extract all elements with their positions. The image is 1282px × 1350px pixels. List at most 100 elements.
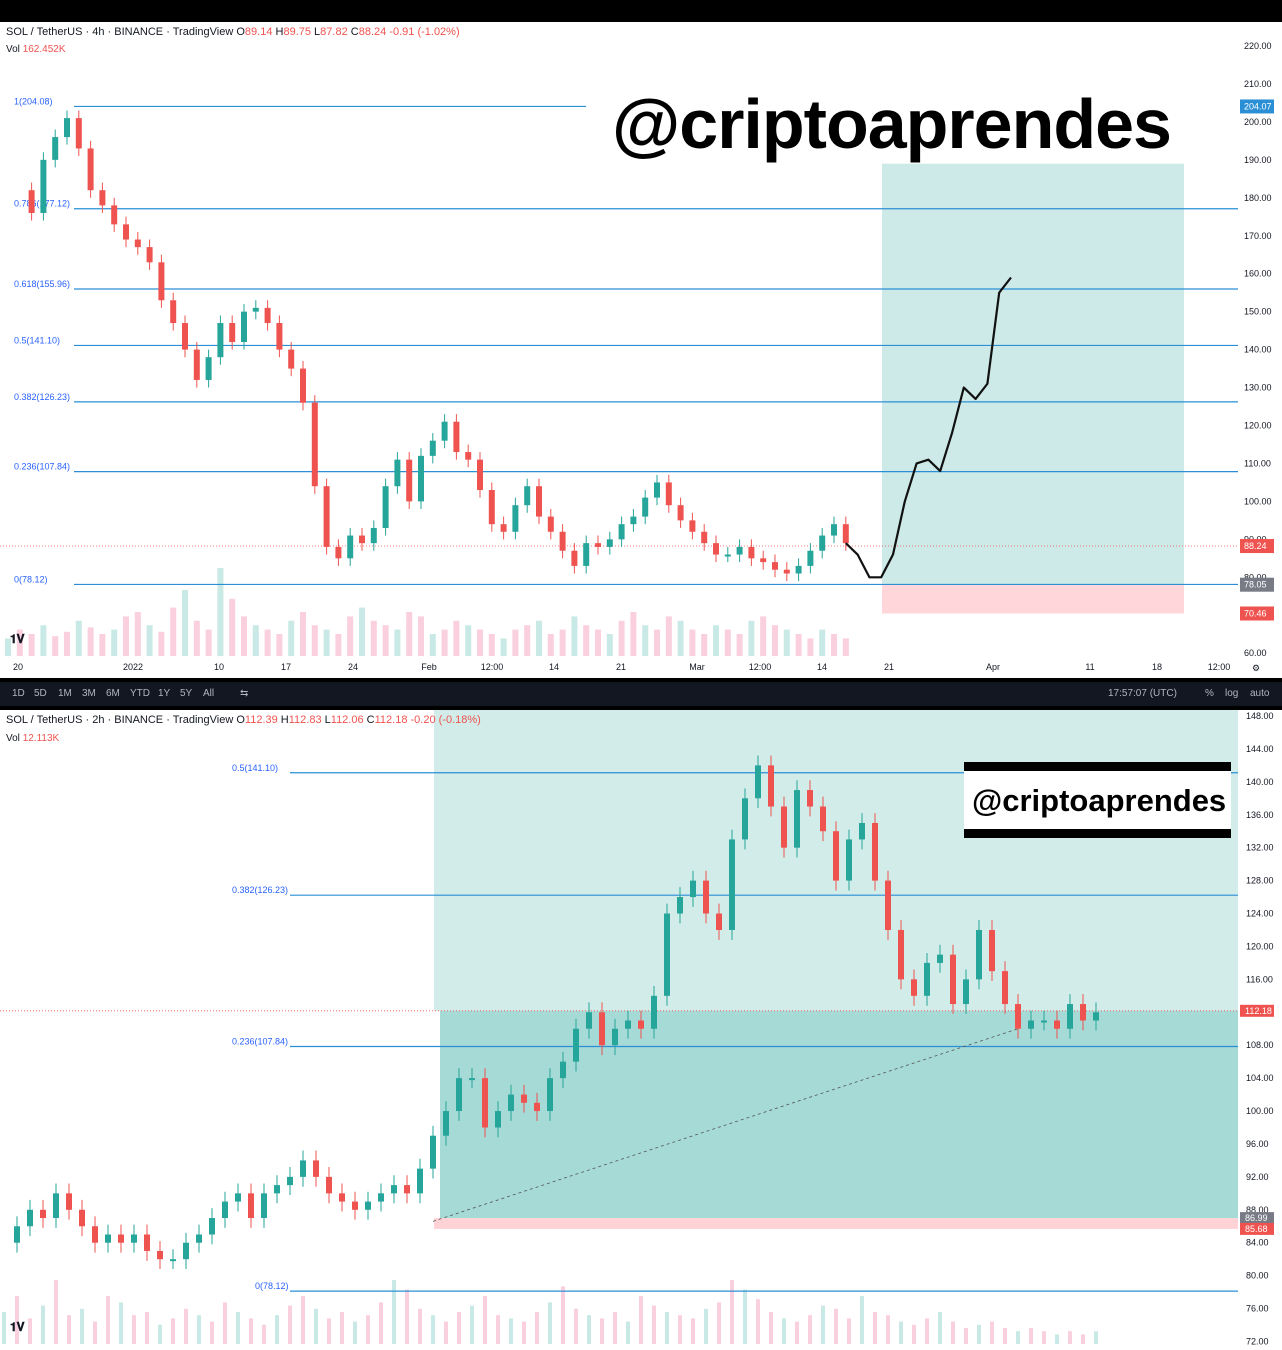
volume-bar [182, 590, 188, 656]
candle [1041, 1020, 1047, 1023]
time-tick: 10 [214, 662, 224, 672]
volume-bar [756, 1299, 760, 1344]
volume-bar [2, 1312, 6, 1344]
volume-bar [184, 1308, 188, 1344]
last-price-tag: 88.24 [1244, 541, 1267, 551]
range-6m[interactable]: 6M [106, 688, 120, 699]
volume-bar [193, 620, 200, 656]
candle [441, 421, 448, 441]
candle [703, 880, 709, 914]
range-ytd[interactable]: YTD [130, 688, 150, 699]
candle [134, 239, 141, 248]
date-range-icon[interactable]: ⇆ [240, 688, 249, 699]
fib-label: 0.382(126.23) [14, 392, 70, 402]
percent-toggle[interactable]: % [1205, 688, 1214, 699]
log-toggle[interactable]: log [1225, 688, 1239, 699]
candle [500, 524, 507, 532]
volume-bar [748, 620, 755, 656]
interval[interactable]: 4h [92, 26, 105, 38]
candle [677, 897, 683, 914]
range-3m[interactable]: 3M [82, 688, 96, 699]
range-5d[interactable]: 5D [34, 688, 47, 699]
candle [495, 1111, 501, 1128]
range-1y[interactable]: 1Y [158, 688, 171, 699]
candle [536, 486, 542, 517]
volume-bar [701, 634, 708, 656]
top-chart-panel[interactable]: 1(204.08)0.786(177.12)0.618(155.96)0.5(1… [0, 22, 1282, 678]
price-tick: 100.00 [1244, 496, 1272, 506]
price-tick: 88.00 [1246, 1205, 1269, 1215]
time-tick: 12:00 [749, 662, 772, 672]
top-chart[interactable]: 1(204.08)0.786(177.12)0.618(155.96)0.5(1… [0, 22, 1282, 678]
time-tick: Apr [986, 662, 1000, 672]
candle [859, 822, 865, 840]
volume-bar [288, 620, 295, 656]
range-5y[interactable]: 5Y [180, 688, 193, 699]
range-1m[interactable]: 1M [58, 688, 72, 699]
candle [370, 527, 377, 544]
price-tick: 76.00 [1246, 1304, 1269, 1314]
candle [146, 247, 153, 263]
volume-bar [429, 634, 436, 656]
volume-bar [561, 1286, 565, 1344]
candle [690, 880, 696, 898]
range-1d[interactable]: 1D [12, 688, 25, 699]
fib-label: 0.5(141.10) [14, 335, 60, 345]
bottom-chart-panel[interactable]: 0.5(141.10) 0.382(126.23) 0.236(107.84) 0(7… [0, 710, 1282, 1350]
candle [105, 1234, 111, 1243]
candle [261, 1193, 267, 1219]
interval[interactable]: 2h [92, 714, 105, 726]
candle [807, 550, 814, 566]
candle [111, 205, 118, 225]
volume-bar [146, 625, 153, 656]
candle [885, 880, 891, 930]
volume-bar [500, 638, 507, 656]
volume-bar [847, 1318, 851, 1344]
candle [547, 1078, 553, 1112]
candle [807, 790, 813, 807]
candle [713, 543, 719, 555]
volume-bar [111, 629, 118, 656]
auto-toggle[interactable]: auto [1250, 688, 1270, 699]
volume-bar [301, 1296, 305, 1344]
candle [311, 402, 318, 487]
candle [288, 349, 295, 369]
candle [465, 452, 472, 460]
candle [819, 535, 826, 551]
candle [274, 1185, 280, 1194]
candle [276, 323, 283, 350]
volume-bar [583, 625, 590, 656]
volume-bar [807, 638, 814, 656]
symbol-pair[interactable]: SOL / TetherUS [6, 26, 83, 38]
candle [1028, 1020, 1034, 1029]
candle [359, 535, 365, 544]
symbol-pair[interactable]: SOL / TetherUS [6, 714, 83, 726]
time-tick: Feb [421, 662, 437, 672]
candle [365, 1201, 371, 1210]
fib-label: 1(204.08) [14, 96, 53, 106]
low-label: L [314, 26, 321, 38]
candle [534, 1102, 540, 1112]
candle [28, 190, 35, 213]
volume-bar [41, 1305, 45, 1344]
volume-bar [134, 612, 141, 656]
bottom-chart[interactable]: 0.5(141.10) 0.382(126.23) 0.236(107.84) 0(7… [0, 710, 1282, 1350]
time-tick: 18 [1152, 662, 1162, 672]
volume-bar [67, 1315, 71, 1344]
candle [264, 307, 271, 324]
price-tick: 104.00 [1246, 1073, 1274, 1083]
candle [1015, 1004, 1021, 1029]
volume-bar [1016, 1331, 1020, 1344]
price-tick: 144.00 [1246, 744, 1274, 754]
volume-bar [678, 1315, 682, 1344]
candle [79, 1209, 85, 1227]
stop-zone [882, 584, 1184, 614]
price-tick: 200.00 [1244, 117, 1272, 127]
range-all[interactable]: All [203, 688, 215, 699]
open-label: O [236, 714, 245, 726]
time-tick: 17 [281, 662, 291, 672]
volume-bar [548, 1302, 552, 1344]
candle [559, 531, 566, 551]
watermark-box: @criptoaprendes [964, 762, 1231, 838]
candle [831, 524, 837, 536]
